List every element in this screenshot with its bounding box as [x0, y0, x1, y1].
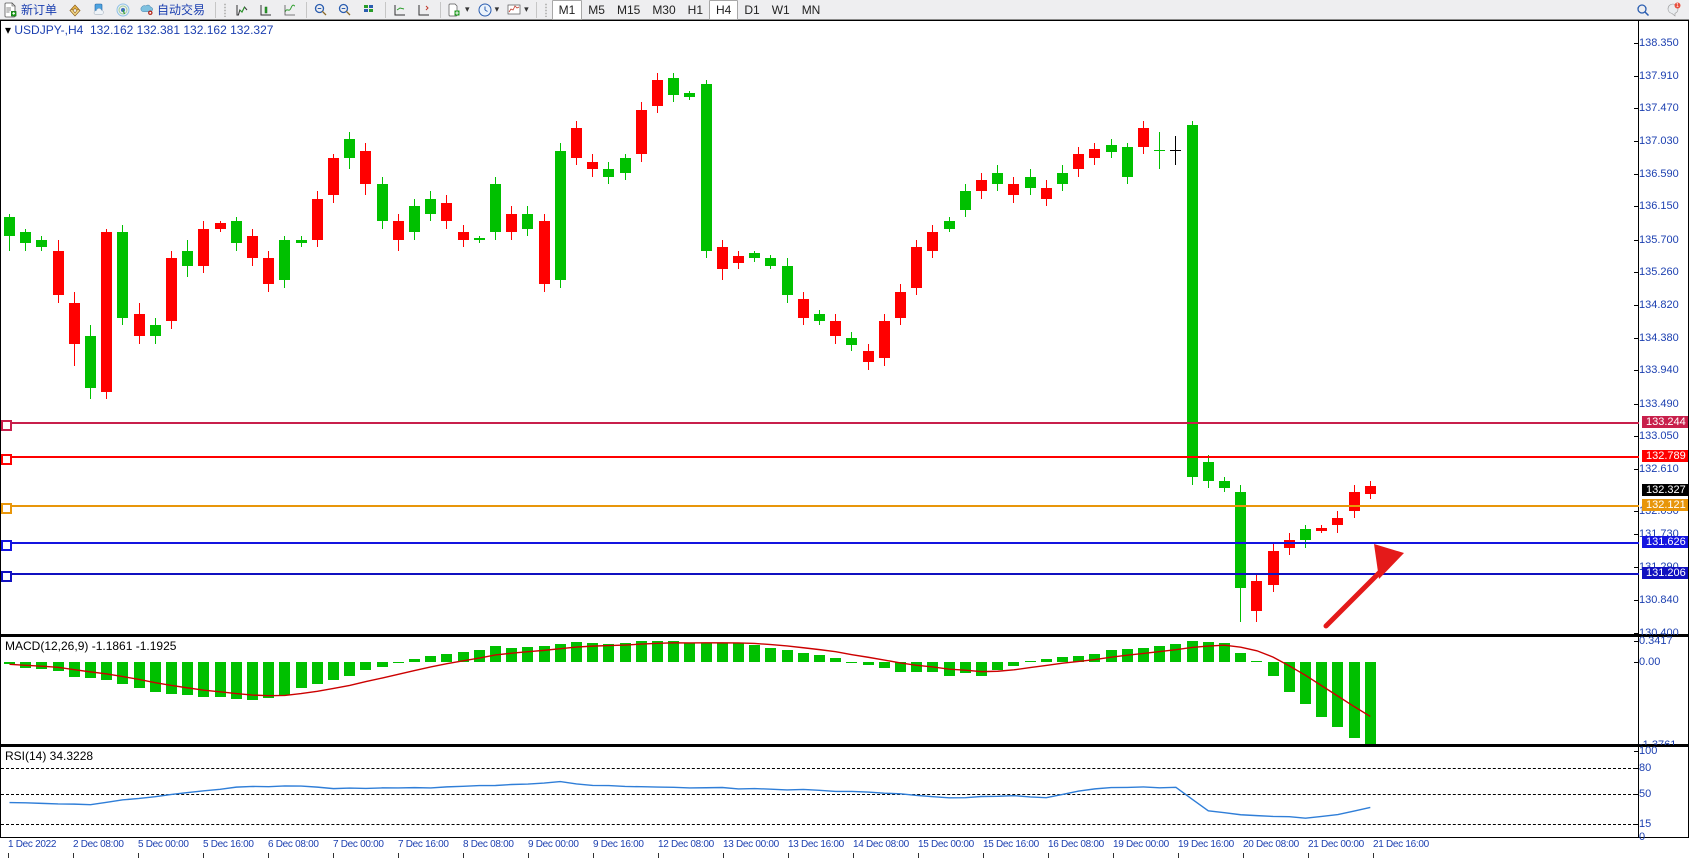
svg-text:1: 1 [1676, 3, 1679, 9]
